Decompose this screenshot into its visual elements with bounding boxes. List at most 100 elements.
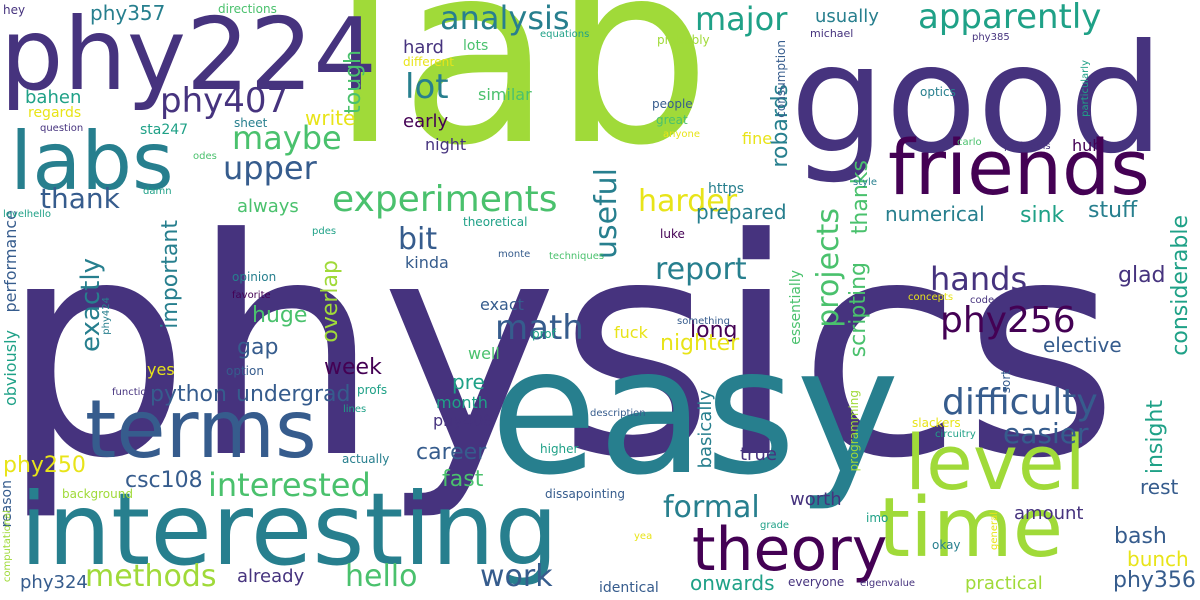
word-physics: physics bbox=[0, 175, 1119, 524]
word-techniques: techniques bbox=[549, 251, 605, 262]
word-huge: huge bbox=[252, 303, 308, 328]
word-bit: bit bbox=[398, 222, 438, 257]
word-long: long bbox=[690, 318, 738, 343]
word-actually: actually bbox=[342, 452, 390, 466]
word-monte: monte bbox=[498, 249, 531, 260]
word-imo: imo bbox=[866, 511, 889, 525]
word-rest: rest bbox=[1140, 475, 1179, 499]
word-fuck: fuck bbox=[614, 323, 648, 342]
word-function: function bbox=[112, 387, 153, 398]
word-okay: okay bbox=[932, 538, 961, 552]
word-methods: methods bbox=[85, 559, 217, 594]
word-worth: worth bbox=[790, 489, 842, 510]
word-lots: lots bbox=[463, 38, 489, 54]
word-pdes: pdes bbox=[312, 226, 337, 237]
word-lab: lab bbox=[330, 0, 712, 200]
word-opinion: opinion bbox=[232, 270, 277, 284]
word-different: different bbox=[403, 55, 454, 69]
word-formal: formal bbox=[663, 490, 760, 525]
word-programming: programming bbox=[847, 390, 861, 472]
word-glad: glad bbox=[1118, 263, 1166, 288]
word-phy407: phy407 bbox=[160, 81, 289, 121]
word-stuff: stuff bbox=[1088, 198, 1138, 223]
word-terms: terms bbox=[85, 383, 317, 476]
word-hey: hey bbox=[3, 3, 26, 17]
word-similar: similar bbox=[478, 85, 532, 104]
word-higher: higher bbox=[540, 442, 579, 456]
word-probably: probably bbox=[657, 33, 710, 47]
word-phy424: phy424 bbox=[101, 297, 112, 335]
word-useful: useful bbox=[589, 168, 624, 260]
word-early: early bbox=[403, 111, 449, 132]
word-bahen: bahen bbox=[25, 87, 82, 108]
word-prepared: prepared bbox=[696, 200, 787, 224]
word-good: good bbox=[790, 13, 1164, 187]
word-circuitry: circuitry bbox=[935, 429, 976, 440]
word-odes: odes bbox=[193, 151, 217, 162]
word-analysis: analysis bbox=[440, 0, 570, 37]
word-fine: fine bbox=[742, 129, 773, 148]
word-phy408: phy408 bbox=[433, 411, 494, 430]
word-computational: computational bbox=[2, 510, 13, 583]
word-phy324: phy324 bbox=[20, 572, 88, 593]
word-onwards: onwards bbox=[690, 571, 775, 595]
word-career: career bbox=[416, 440, 487, 465]
word-friends: friends bbox=[888, 123, 1150, 212]
word-particularly: particularly bbox=[1080, 60, 1091, 117]
word-damn: damn bbox=[143, 186, 172, 197]
word-regards: regards bbox=[28, 105, 82, 121]
word-kinda: kinda bbox=[405, 253, 449, 272]
word-major: major bbox=[695, 0, 788, 38]
word-huh: huh bbox=[1072, 136, 1103, 155]
word-week: week bbox=[324, 355, 382, 380]
word-phy256: phy256 bbox=[940, 300, 1076, 341]
word-levelhello: levelhello bbox=[3, 209, 51, 220]
word-sta247: sta247 bbox=[140, 122, 189, 138]
word-phy356: phy356 bbox=[1113, 568, 1196, 593]
word-tough: tough bbox=[341, 50, 366, 114]
word-anyone: anyone bbox=[663, 129, 700, 140]
word-easier: easier bbox=[1003, 417, 1089, 450]
word-numerical: numerical bbox=[885, 202, 985, 226]
word-essentially: essentially bbox=[788, 270, 804, 345]
word-basically: basically bbox=[695, 390, 716, 469]
word-month: month bbox=[436, 393, 488, 412]
word-phy250: phy250 bbox=[3, 453, 86, 478]
word-sink: sink bbox=[1020, 203, 1065, 228]
word-theoretical: theoretical bbox=[463, 215, 528, 229]
word-obviously: obviously bbox=[1, 330, 20, 407]
word-usually: usually bbox=[815, 6, 879, 27]
word-elective: elective bbox=[1043, 333, 1122, 357]
word-identical: identical bbox=[599, 580, 659, 596]
word-something: something bbox=[677, 316, 730, 327]
word-people: people bbox=[652, 97, 693, 111]
word-night: night bbox=[425, 135, 467, 154]
word-experiments: experiments bbox=[332, 179, 558, 220]
word-yes: yes bbox=[147, 360, 175, 379]
word-insight: insight bbox=[1143, 400, 1168, 475]
word-level: level bbox=[905, 418, 1086, 507]
word-concepts: concepts bbox=[908, 292, 954, 303]
word-great: great bbox=[656, 113, 688, 127]
word-phy385: phy385 bbox=[972, 32, 1010, 43]
word-csc108: csc108 bbox=[125, 468, 203, 493]
word-carlo: carlo bbox=[957, 137, 982, 148]
word-dissapointing: dissapointing bbox=[545, 487, 625, 501]
word-already: already bbox=[237, 566, 305, 587]
word-phy224: phy224 bbox=[0, 0, 377, 113]
word-overlap: overlap bbox=[318, 260, 343, 343]
word-yea: yea bbox=[634, 531, 653, 542]
word-undergrad: undergrad bbox=[236, 382, 351, 407]
word-favorite: favorite bbox=[232, 290, 271, 301]
word-upper: upper bbox=[223, 149, 317, 187]
word-phy357: phy357 bbox=[90, 1, 166, 25]
word-question: question bbox=[40, 123, 84, 134]
word-general: general bbox=[989, 512, 1000, 551]
word-luke: luke bbox=[660, 227, 685, 241]
word-report: report bbox=[655, 252, 747, 287]
word-important: important bbox=[158, 220, 183, 329]
word-background: background bbox=[62, 487, 133, 501]
word-true: true bbox=[740, 444, 777, 465]
word-problems: problems bbox=[1004, 141, 1051, 152]
